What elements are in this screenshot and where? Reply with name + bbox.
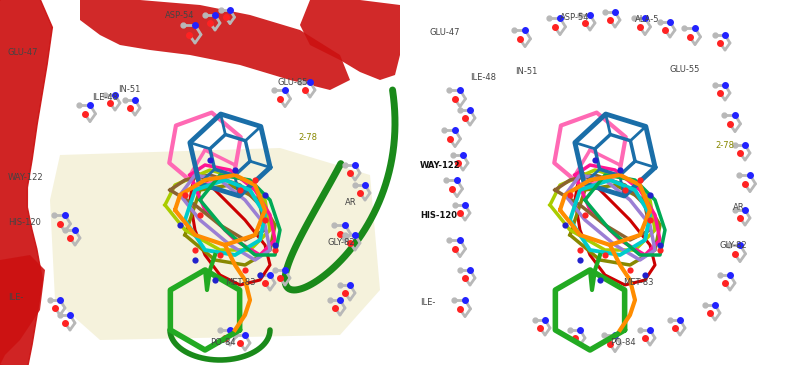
- Polygon shape: [80, 0, 350, 90]
- Text: ILE-: ILE-: [8, 293, 23, 302]
- Text: ALA-5: ALA-5: [635, 15, 659, 24]
- Text: ILE-: ILE-: [420, 298, 436, 307]
- Text: GLU-47: GLU-47: [430, 28, 460, 37]
- Text: IN-51: IN-51: [515, 67, 537, 76]
- Text: ASP-54: ASP-54: [165, 11, 195, 20]
- Polygon shape: [0, 0, 53, 365]
- Text: 2-78: 2-78: [298, 133, 317, 142]
- Text: AR: AR: [733, 203, 745, 212]
- Text: GLY-82: GLY-82: [720, 241, 748, 250]
- Text: ASP-54: ASP-54: [560, 13, 590, 22]
- Text: ILE-48: ILE-48: [92, 93, 118, 102]
- Text: GLU-85: GLU-85: [278, 78, 309, 87]
- Text: GLY-82: GLY-82: [328, 238, 356, 247]
- Text: ILE-48: ILE-48: [470, 73, 496, 82]
- Polygon shape: [0, 255, 45, 365]
- Text: PO-84: PO-84: [210, 338, 235, 347]
- Text: MET-83: MET-83: [623, 278, 654, 287]
- Text: MET-83: MET-83: [225, 278, 255, 287]
- Text: IN-51: IN-51: [118, 85, 140, 94]
- Text: WAY-122: WAY-122: [8, 173, 44, 182]
- Text: WAY-122: WAY-122: [420, 161, 460, 170]
- Polygon shape: [415, 0, 798, 365]
- Text: GLU-47: GLU-47: [8, 48, 38, 57]
- Text: AR: AR: [345, 198, 357, 207]
- Text: HIS-120: HIS-120: [420, 211, 457, 220]
- Polygon shape: [50, 148, 380, 340]
- Text: PO-84: PO-84: [610, 338, 636, 347]
- Text: HIS-120: HIS-120: [8, 218, 41, 227]
- Text: 2-78: 2-78: [715, 141, 734, 150]
- Polygon shape: [300, 0, 400, 80]
- Text: GLU-55: GLU-55: [670, 65, 701, 74]
